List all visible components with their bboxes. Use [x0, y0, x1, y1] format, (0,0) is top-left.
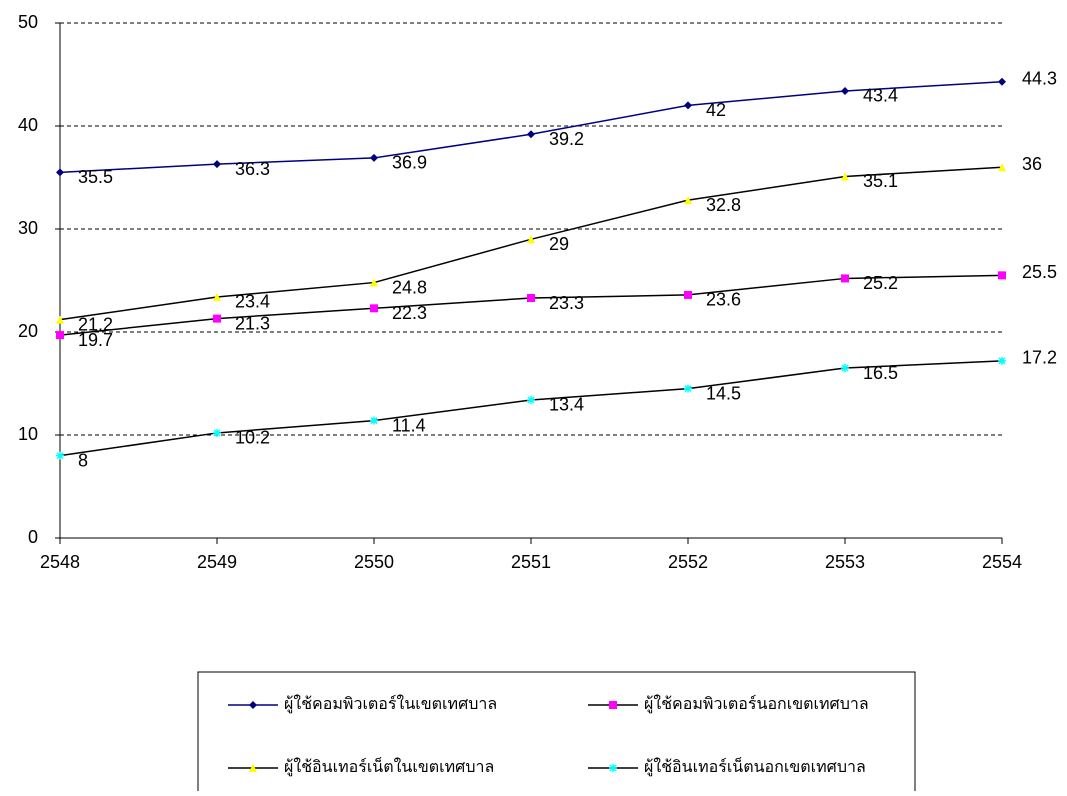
data-point	[998, 271, 1006, 280]
data-point	[527, 395, 535, 404]
legend-marker	[609, 701, 617, 709]
legend-marker	[249, 764, 257, 772]
data-label: 25.2	[863, 273, 898, 293]
data-label: 36.9	[392, 153, 427, 173]
legend-box	[197, 671, 916, 796]
data-point	[527, 130, 535, 139]
data-label: 14.5	[706, 383, 741, 403]
x-tick-label: 2551	[511, 552, 551, 572]
data-label: 13.4	[549, 395, 584, 415]
data-label: 39.2	[549, 129, 584, 149]
legend-label: ผู้ใช้คอมพิวเตอร์นอกเขตเทศบาล	[644, 694, 869, 714]
data-label: 23.4	[235, 292, 270, 312]
x-tick-label: 2550	[354, 552, 394, 572]
data-point	[998, 356, 1006, 365]
data-label: 23.3	[549, 293, 584, 313]
data-label: 35.1	[863, 171, 898, 191]
data-point	[841, 364, 849, 373]
data-label: 42	[706, 100, 726, 120]
x-tick-label: 2549	[197, 552, 237, 572]
data-point	[527, 294, 535, 303]
data-point	[56, 168, 64, 177]
data-label: 19.7	[78, 330, 113, 350]
x-tick-label: 2552	[668, 552, 708, 572]
data-point	[684, 196, 692, 205]
data-point	[213, 160, 221, 169]
data-point	[684, 290, 692, 299]
data-label: 36	[1022, 154, 1042, 174]
data-point	[370, 304, 378, 313]
data-point	[684, 384, 692, 393]
data-label: 10.2	[235, 428, 270, 448]
data-label: 44.3	[1022, 68, 1057, 88]
data-label: 25.5	[1022, 262, 1057, 282]
data-point	[370, 416, 378, 425]
y-tick-label: 40	[18, 115, 38, 135]
data-point	[213, 428, 221, 437]
y-tick-label: 30	[18, 218, 38, 238]
data-point	[841, 86, 849, 95]
data-label: 35.5	[78, 167, 113, 187]
series-line	[59, 360, 1003, 457]
data-point	[998, 77, 1006, 86]
legend-label: ผู้ใช้อินเทอร์เน็ตนอกเขตเทศบาล	[644, 756, 866, 777]
data-point	[213, 314, 221, 323]
legend-marker	[249, 701, 257, 709]
data-label: 17.2	[1022, 348, 1057, 368]
series-line	[59, 274, 1003, 336]
x-tick-label: 2553	[825, 552, 865, 572]
legend-label: ผู้ใช้อินเทอร์เน็ตในเขตเทศบาล	[284, 756, 494, 777]
data-point	[527, 235, 535, 244]
data-point	[213, 292, 221, 301]
legend-marker	[609, 764, 617, 772]
data-label: 16.5	[863, 363, 898, 383]
y-tick-label: 10	[18, 424, 38, 444]
series-line	[59, 80, 1003, 174]
data-label: 21.3	[235, 313, 270, 333]
data-label: 22.3	[392, 303, 427, 323]
data-point	[56, 451, 64, 460]
data-label: 11.4	[392, 415, 426, 435]
data-point	[370, 153, 378, 162]
data-point	[56, 315, 64, 324]
data-label: 29	[549, 234, 569, 254]
data-label: 24.8	[392, 277, 427, 297]
data-label: 21.2	[78, 314, 113, 334]
y-tick-label: 50	[18, 12, 38, 32]
legend-label: ผู้ใช้คอมพิวเตอร์ในเขตเทศบาล	[284, 694, 497, 714]
x-tick-label: 2548	[40, 552, 80, 572]
data-label: 8	[78, 450, 88, 470]
x-tick-label: 2554	[982, 552, 1022, 572]
data-point	[841, 172, 849, 181]
data-point	[998, 163, 1006, 172]
data-label: 23.6	[706, 290, 741, 310]
data-label: 43.4	[863, 86, 898, 106]
y-tick-label: 0	[28, 527, 38, 547]
data-point	[370, 278, 378, 287]
data-label: 32.8	[706, 195, 741, 215]
data-label: 36.3	[235, 159, 270, 179]
data-point	[841, 274, 849, 283]
y-tick-label: 20	[18, 321, 38, 341]
data-point	[56, 331, 64, 340]
data-point	[684, 101, 692, 110]
